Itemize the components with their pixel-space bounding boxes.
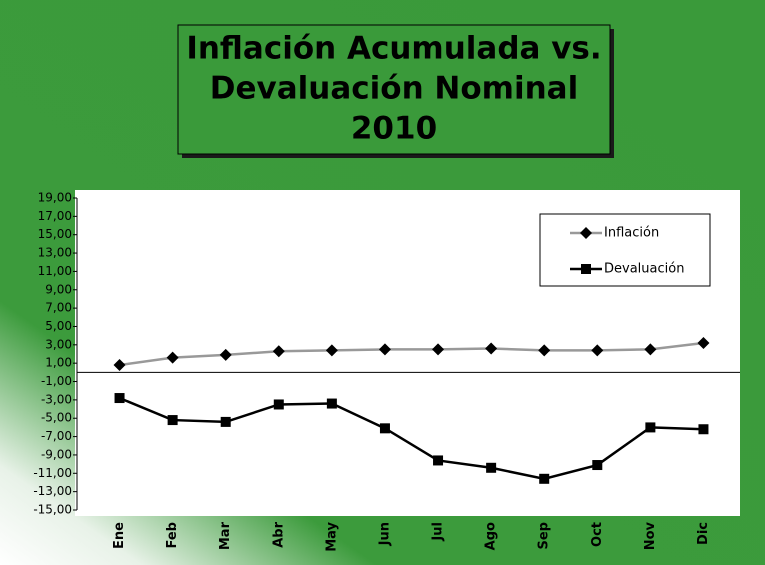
data-point xyxy=(486,462,497,473)
data-point xyxy=(167,415,178,426)
legend-marker xyxy=(580,227,592,239)
legend-marker xyxy=(581,264,591,274)
data-point xyxy=(485,342,498,355)
data-point xyxy=(219,348,232,361)
y-tick-label: -7,00 xyxy=(41,429,72,443)
x-tick-label: Nov xyxy=(643,521,658,550)
title-box xyxy=(177,24,611,155)
y-tick-label: -5,00 xyxy=(41,411,72,425)
y-tick-label: -1,00 xyxy=(41,374,72,388)
x-tick-label: Ago xyxy=(484,522,499,550)
series-line xyxy=(119,396,704,481)
x-tick-label: May xyxy=(324,521,339,551)
y-tick-label: 7,00 xyxy=(45,301,72,315)
x-tick-label: Jul xyxy=(431,522,446,542)
legend-box xyxy=(539,213,711,287)
x-tick-label: Jun xyxy=(377,522,392,546)
y-tick-label: 13,00 xyxy=(38,246,72,260)
data-point xyxy=(326,398,337,409)
y-tick-label: 17,00 xyxy=(38,209,72,223)
data-point xyxy=(114,393,125,404)
x-tick-label: Mar xyxy=(218,521,233,550)
y-tick-label: -3,00 xyxy=(41,392,72,406)
data-point xyxy=(379,423,390,434)
series-line xyxy=(119,341,704,367)
data-point xyxy=(432,343,445,356)
y-tick-label: 9,00 xyxy=(45,282,72,296)
y-tick-label: -11,00 xyxy=(33,466,72,480)
legend-label: Devaluación xyxy=(604,262,684,277)
data-point xyxy=(113,359,126,372)
data-point xyxy=(645,422,656,433)
y-tick-label: 11,00 xyxy=(38,264,72,278)
y-tick-label: -13,00 xyxy=(33,484,72,498)
data-point xyxy=(539,473,550,484)
y-tick-label: 15,00 xyxy=(38,227,72,241)
legend-label: Inflación xyxy=(604,226,659,241)
data-point xyxy=(697,336,710,349)
x-tick-label: Abr xyxy=(271,521,286,547)
data-point xyxy=(698,424,709,435)
data-point xyxy=(538,344,551,357)
data-point xyxy=(220,416,231,427)
y-tick-label: -15,00 xyxy=(33,503,72,517)
data-point xyxy=(378,343,391,356)
y-tick-label: 5,00 xyxy=(45,319,72,333)
x-tick-label: Dic xyxy=(696,522,711,545)
x-tick-label: Ene xyxy=(112,522,127,549)
chart-title: 2010 xyxy=(351,111,437,147)
data-point xyxy=(644,343,657,356)
y-tick-label: 3,00 xyxy=(45,337,72,351)
x-tick-label: Feb xyxy=(165,522,180,548)
chart-title: Inflación Acumulada vs. xyxy=(186,31,601,67)
x-tick-label: Sep xyxy=(537,522,552,550)
data-point xyxy=(325,344,338,357)
data-point xyxy=(166,351,179,364)
data-point xyxy=(272,345,285,358)
y-tick-label: 1,00 xyxy=(45,356,72,370)
data-point xyxy=(591,344,604,357)
data-point xyxy=(273,399,284,410)
x-tick-label: Oct xyxy=(590,522,605,547)
y-tick-label: 19,00 xyxy=(38,191,72,205)
data-point xyxy=(433,455,444,466)
y-tick-label: -9,00 xyxy=(41,447,72,461)
chart-title: Devaluación Nominal xyxy=(210,71,578,107)
data-point xyxy=(592,460,603,471)
